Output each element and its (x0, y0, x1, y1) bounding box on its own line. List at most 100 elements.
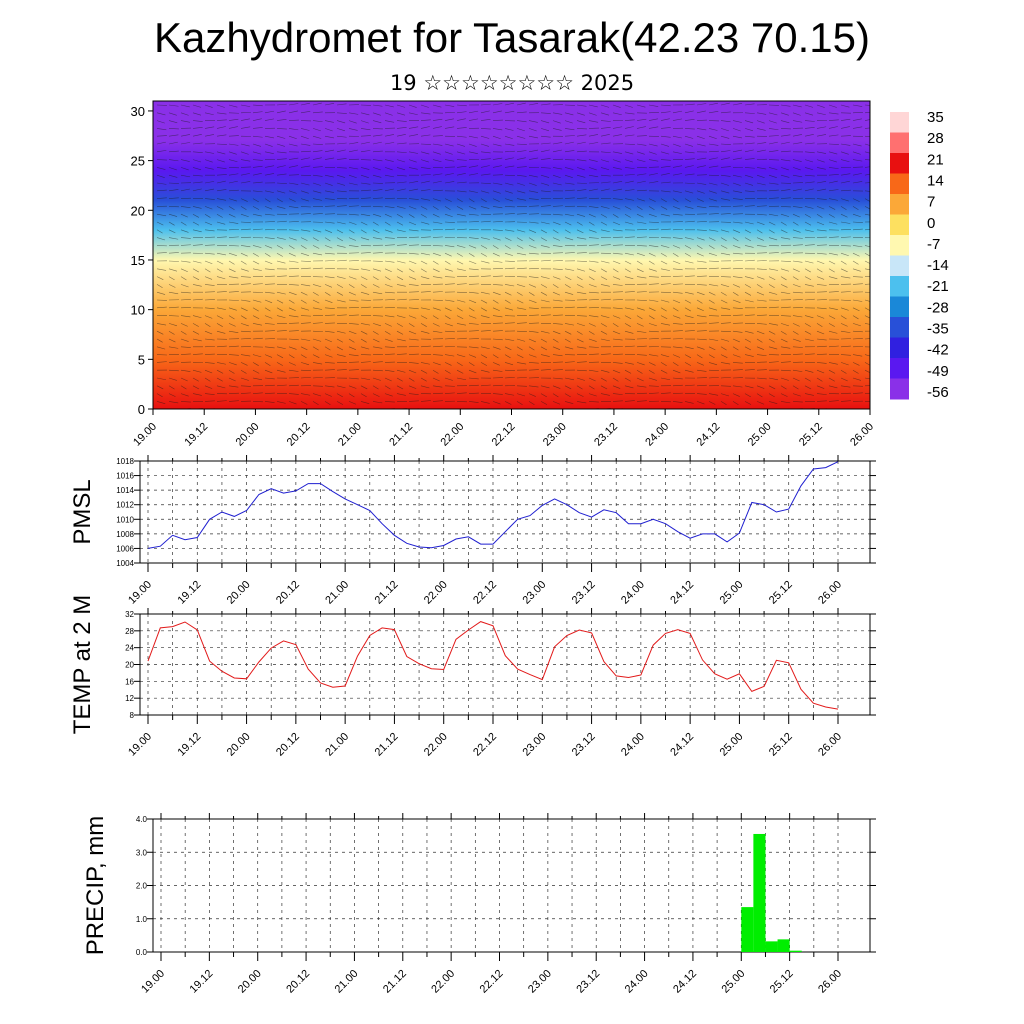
wind-barb (504, 111, 515, 114)
wind-barb (756, 268, 767, 270)
wind-barb (816, 393, 827, 395)
x-tick-label: 23.12 (574, 968, 602, 996)
wind-barb (840, 299, 851, 301)
wind-barb (408, 213, 415, 218)
wind-barb (792, 299, 803, 301)
wind-barb (660, 172, 670, 176)
wind-barb (828, 291, 839, 293)
wind-barb (252, 172, 262, 176)
wind-barb (660, 337, 671, 340)
wind-barb (216, 159, 225, 163)
wind-barb (277, 408, 278, 409)
wind-barb (336, 205, 347, 207)
wind-barb (696, 275, 707, 277)
wind-barb (564, 385, 572, 390)
wind-barb (480, 260, 490, 264)
wind-barb (312, 237, 319, 242)
wind-barb (384, 315, 395, 318)
wind-barb (456, 228, 467, 231)
x-tick-label: 20.12 (274, 579, 302, 607)
wind-barb (492, 330, 503, 332)
wind-barb (420, 330, 430, 334)
wind-barb (840, 173, 851, 176)
wind-barb (336, 237, 343, 242)
wind-barb (348, 330, 357, 335)
wind-barb (816, 268, 823, 273)
wind-barb (540, 205, 551, 207)
wind-barb (384, 353, 395, 355)
wind-barb (588, 206, 599, 209)
wind-barb (696, 291, 705, 296)
wind-barb (588, 276, 595, 281)
wind-barb (264, 307, 271, 312)
wind-barb (816, 377, 823, 382)
wind-barb (384, 284, 393, 288)
wind-barb (480, 110, 490, 114)
wind-barb (852, 307, 860, 312)
wind-barb (216, 167, 227, 169)
wind-barb (648, 252, 656, 257)
wind-barb (744, 346, 752, 351)
wind-barb (672, 198, 679, 203)
wind-barb (408, 276, 417, 280)
wind-barb (288, 260, 299, 263)
wind-barb (492, 307, 500, 312)
wind-barb (216, 268, 223, 273)
wind-barb (588, 369, 599, 372)
wind-barb (756, 229, 763, 234)
wind-barb (504, 291, 512, 296)
wind-barb (672, 118, 683, 121)
wind-barb (372, 377, 381, 381)
wind-barb (672, 228, 683, 231)
wind-barb (516, 120, 527, 123)
wind-barb (168, 189, 179, 192)
wind-barb (852, 354, 863, 357)
wind-barb (528, 299, 537, 303)
wind-barb (480, 173, 491, 176)
y-axis-label: PMSL (69, 479, 96, 544)
wind-barb (768, 306, 779, 309)
wind-barb (408, 159, 417, 163)
wind-barb (696, 135, 705, 140)
wind-barb (480, 135, 490, 139)
wind-barb (756, 299, 767, 302)
wind-barb (384, 167, 393, 171)
wind-barb (828, 369, 836, 374)
wind-barb (396, 315, 406, 319)
wind-barb (420, 143, 431, 145)
wind-barb (372, 167, 381, 171)
y-tick-label: 1004 (116, 559, 134, 568)
wind-barb (636, 268, 644, 273)
wind-barb (432, 189, 443, 192)
wind-barb (504, 229, 515, 232)
wind-barb (228, 213, 236, 218)
wind-barb (528, 314, 539, 316)
wind-barb (684, 307, 691, 312)
wind-barb (852, 166, 863, 168)
wind-barb (492, 157, 503, 160)
wind-barb (624, 143, 635, 145)
wind-barb (516, 198, 527, 201)
wind-barb (720, 252, 731, 256)
wind-barb (168, 369, 179, 372)
wind-barb (360, 237, 370, 241)
wind-barb (528, 120, 538, 123)
wind-barb (396, 323, 403, 327)
wind-barb (564, 120, 573, 124)
y-tick-label: 2.0 (136, 882, 148, 891)
wind-barb (456, 315, 464, 320)
wind-barb (216, 151, 226, 155)
wind-barb (624, 236, 635, 238)
wind-barb (408, 268, 415, 273)
wind-barb (492, 198, 500, 202)
wind-barb (408, 126, 419, 129)
wind-barb (168, 252, 179, 254)
wind-barb (528, 198, 539, 200)
wind-barb (444, 118, 454, 121)
wind-barb (456, 135, 467, 138)
wind-barb (288, 206, 299, 209)
wind-barb (576, 323, 585, 327)
wind-barb (516, 157, 526, 160)
wind-barb (684, 158, 695, 160)
wind-barb (300, 252, 309, 256)
